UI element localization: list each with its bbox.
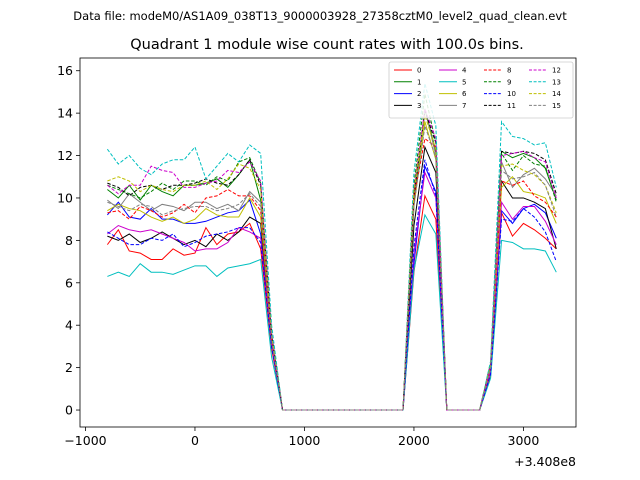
- y-tick-label: 16: [57, 63, 73, 78]
- x-tick-label: 3000: [508, 433, 540, 448]
- y-tick-label: 4: [65, 318, 73, 333]
- legend-label-1: 1: [417, 78, 421, 86]
- y-tick-label: 2: [65, 360, 73, 375]
- x-axis: −1000 0 1000 2000 3000: [64, 427, 539, 448]
- series-line-11: [107, 110, 557, 411]
- series-line-9: [107, 93, 557, 411]
- series-line-12: [107, 108, 557, 411]
- series-line-7: [107, 108, 557, 411]
- y-tick-label: 6: [65, 275, 73, 290]
- plot-frame: [79, 57, 577, 428]
- series-line-15: [107, 125, 557, 411]
- y-tick-label: 0: [65, 403, 73, 418]
- legend-label-9: 9: [507, 78, 511, 86]
- x-tick-label: 0: [191, 433, 199, 448]
- series-layer: [106, 83, 557, 411]
- legend-label-8: 8: [507, 67, 511, 75]
- y-axis: 0 2 4 6 8 10 12 14 16: [57, 63, 80, 418]
- y-tick-label: 10: [57, 190, 73, 205]
- y-tick-label: 12: [57, 148, 73, 163]
- legend-label-11: 11: [507, 102, 516, 110]
- legend-label-4: 4: [462, 67, 467, 75]
- legend-label-6: 6: [462, 90, 467, 98]
- y-tick-label: 14: [57, 106, 73, 121]
- legend-box: [388, 61, 574, 119]
- legend-label-2: 2: [417, 90, 421, 98]
- series-line-1: [107, 108, 557, 411]
- legend-label-15: 15: [552, 102, 561, 110]
- legend-label-12: 12: [552, 67, 561, 75]
- legend-label-5: 5: [462, 78, 466, 86]
- legend-label-7: 7: [462, 102, 466, 110]
- legend-label-0: 0: [417, 67, 421, 75]
- x-tick-label: 1000: [289, 433, 321, 448]
- y-tick-label: 8: [65, 233, 73, 248]
- x-tick-label: −1000: [64, 433, 106, 448]
- series-line-13: [106, 83, 557, 411]
- chart-title: Quadrant 1 module wise count rates with …: [130, 37, 524, 53]
- legend-label-10: 10: [507, 90, 516, 98]
- legend-label-3: 3: [417, 102, 421, 110]
- x-offset-label: +3.408e8: [514, 454, 576, 469]
- legend-label-13: 13: [552, 78, 561, 86]
- x-tick-label: 2000: [398, 433, 430, 448]
- legend-label-14: 14: [552, 90, 561, 98]
- chart-suptitle: Data file: modeM0/AS1A09_038T13_90000039…: [73, 9, 567, 23]
